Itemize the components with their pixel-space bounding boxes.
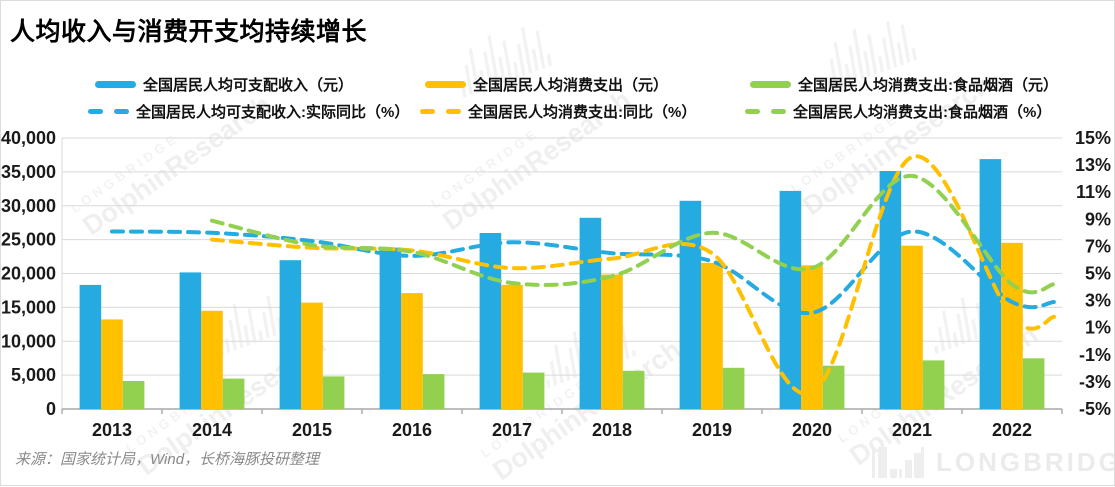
legend-swatch-green-bar-icon <box>750 81 791 88</box>
bar <box>422 374 445 409</box>
y-left-tick-label: 0 <box>46 399 56 419</box>
bar <box>122 381 145 409</box>
bar <box>179 272 202 409</box>
legend-swatch-blue-bar-icon <box>95 81 136 88</box>
y-right-tick-label: 1% <box>1085 318 1111 338</box>
legend-label: 全国居民人均可支配收入:实际同比（%） <box>136 104 410 121</box>
x-tick-label: 2017 <box>492 420 532 440</box>
y-left-tick-label: 10,000 <box>1 331 56 351</box>
y-right-tick-label: 5% <box>1085 264 1111 284</box>
y-left-tick-label: 35,000 <box>1 162 56 182</box>
bar <box>822 365 845 409</box>
bar <box>101 319 123 409</box>
bar <box>322 376 345 409</box>
x-tick-label: 2018 <box>592 420 632 440</box>
y-right-tick-label: 3% <box>1085 291 1111 311</box>
legend-swatch-yellow-dash-icon <box>420 109 461 114</box>
y-axis-right-labels: -5% -3% -1% 1% 3% 5% 7% 9% 11% 13% 15% <box>1075 128 1111 419</box>
bar <box>479 233 502 409</box>
bar <box>622 370 645 409</box>
legend-swatch-yellow-bar-icon <box>425 81 466 88</box>
bar <box>779 190 802 409</box>
bar <box>501 284 523 409</box>
bar <box>522 372 545 409</box>
x-tick-label: 2013 <box>92 420 132 440</box>
legend-item-income-yoy-line: 全国居民人均可支配收入:实际同比（%） <box>88 101 409 122</box>
bar <box>722 367 745 409</box>
longbridge-bars-icon <box>872 447 924 478</box>
bar <box>1001 242 1023 409</box>
y-right-tick-label: 13% <box>1075 155 1111 175</box>
y-left-tick-label: 15,000 <box>1 297 56 317</box>
legend-swatch-blue-dash-icon <box>88 109 129 114</box>
line-yellow-yoy <box>210 154 1056 396</box>
bar <box>1022 358 1045 409</box>
y-right-tick-label: -5% <box>1079 399 1111 419</box>
bar <box>79 284 102 409</box>
legend-label: 全国居民人均消费支出:同比（%） <box>468 104 697 121</box>
x-tick-label: 2015 <box>292 420 332 440</box>
legend-item-food-bar: 全国居民人均消费支出:食品烟酒（元） <box>750 74 1058 95</box>
legend-item-consumption-yoy-line: 全国居民人均消费支出:同比（%） <box>420 101 696 122</box>
x-tick-label: 2019 <box>692 420 732 440</box>
legend-item-consumption-bar: 全国居民人均消费支出（元） <box>425 74 668 95</box>
legend-label: 全国居民人均消费支出:食品烟酒（元） <box>798 77 1058 94</box>
bar <box>979 159 1002 409</box>
y-right-tick-label: 11% <box>1076 182 1111 202</box>
bar <box>201 310 223 409</box>
bar <box>801 265 823 409</box>
y-left-tick-label: 25,000 <box>1 230 56 250</box>
legend-item-food-yoy-line: 全国居民人均消费支出:食品烟酒（%） <box>745 101 1051 122</box>
x-tick-label: 2014 <box>192 420 232 440</box>
y-axis-left-labels: 0 5,000 10,000 15,000 20,000 25,000 30,000 35,0… <box>1 128 56 419</box>
longbridge-logo: LONGBRIDGE <box>872 447 1115 478</box>
x-tick-label: 2021 <box>892 420 932 440</box>
bar <box>879 171 902 409</box>
source-note: 来源：国家统计局，Wind，长桥海豚投研整理 <box>15 451 320 468</box>
y-left-tick-label: 20,000 <box>1 264 56 284</box>
y-right-tick-label: -1% <box>1079 345 1111 365</box>
y-right-tick-label: 7% <box>1085 236 1111 256</box>
bar <box>701 262 723 409</box>
bar <box>379 247 402 409</box>
legend-label: 全国居民人均消费支出:食品烟酒（%） <box>793 104 1052 121</box>
bar <box>401 293 423 409</box>
legend-item-income-bar: 全国居民人均可支配收入（元） <box>95 74 353 95</box>
bars-green <box>122 358 1045 409</box>
y-left-tick-label: 5,000 <box>11 365 56 385</box>
bar <box>601 274 623 409</box>
bars-yellow <box>101 242 1023 409</box>
y-right-tick-label: 15% <box>1075 128 1111 148</box>
y-right-tick-label: -3% <box>1079 372 1111 392</box>
bar <box>301 302 323 409</box>
legend-swatch-green-dash-icon <box>745 109 786 114</box>
bars-blue <box>79 159 1002 409</box>
longbridge-logo-text: LONGBRIDGE <box>936 447 1115 477</box>
line-green-yoy <box>210 173 1056 295</box>
bar <box>679 200 702 409</box>
line-blue-yoy <box>110 229 1056 316</box>
bar <box>279 260 302 409</box>
legend-label: 全国居民人均消费支出（元） <box>473 77 669 94</box>
y-left-tick-label: 40,000 <box>1 128 56 148</box>
bar <box>222 378 245 409</box>
page-title: 人均收入与消费开支均持续增长 <box>10 18 368 46</box>
bar <box>922 360 945 409</box>
x-tick-label: 2016 <box>392 420 432 440</box>
bar <box>579 217 602 409</box>
x-tick-label: 2022 <box>992 420 1032 440</box>
x-axis-labels: 2013 2014 2015 2016 2017 2018 2019 2020 2021 2022 <box>92 420 1032 440</box>
y-left-tick-label: 30,000 <box>1 196 56 216</box>
bar <box>901 245 923 409</box>
x-tick-label: 2020 <box>792 420 832 440</box>
legend-label: 全国居民人均可支配收入（元） <box>143 77 354 94</box>
y-right-tick-label: 9% <box>1085 209 1111 229</box>
